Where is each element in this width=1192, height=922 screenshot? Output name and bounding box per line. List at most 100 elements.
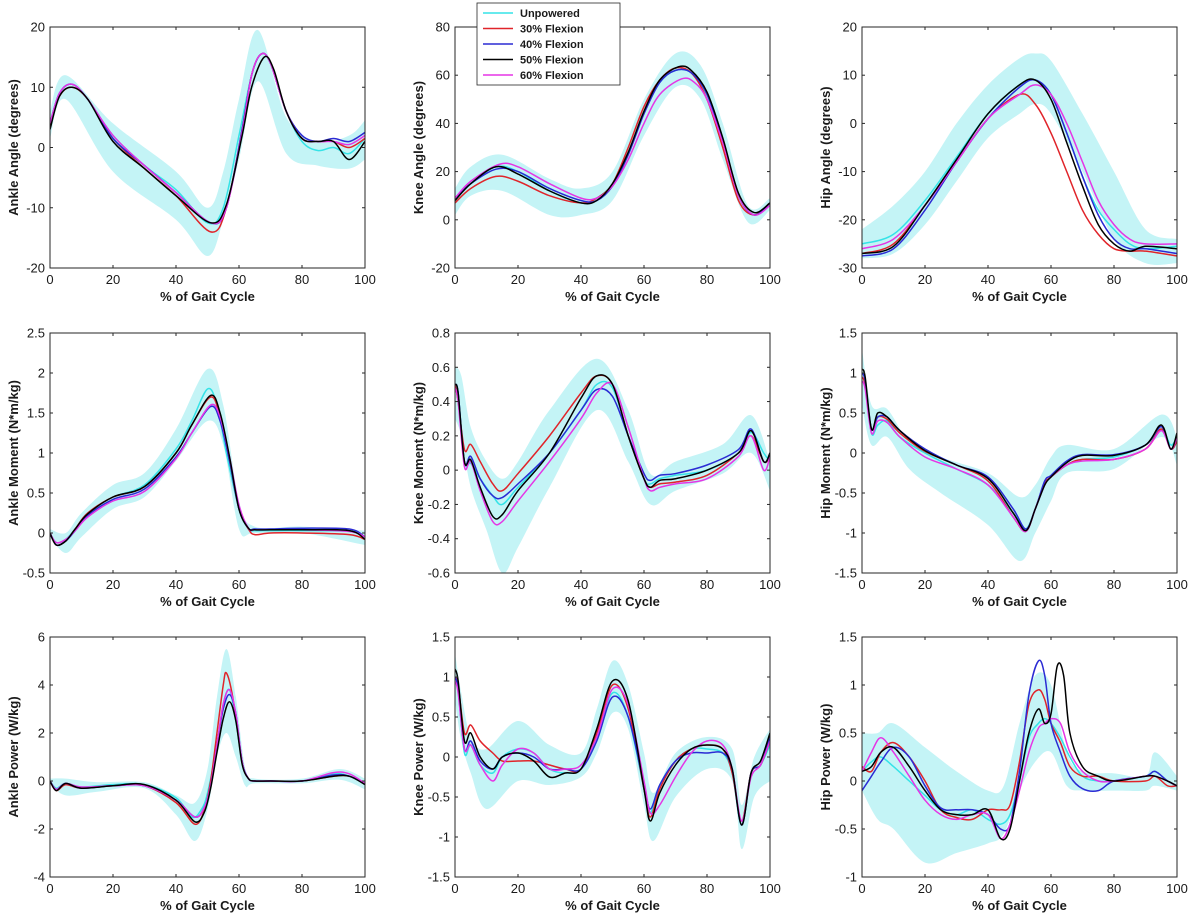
y-tick-label: 0.8 — [432, 326, 450, 341]
y-tick-label: 20 — [843, 20, 857, 35]
y-tick-label: 0.4 — [432, 394, 450, 409]
x-tick-label: 0 — [46, 577, 53, 592]
axes-box — [454, 332, 771, 574]
x-tick-label: 20 — [106, 272, 120, 287]
variability-band — [455, 358, 770, 573]
x-tick-label: 0 — [858, 881, 865, 896]
x-tick-label: 60 — [232, 577, 246, 592]
y-tick-label: 1.5 — [839, 630, 857, 645]
x-tick-label: 60 — [1044, 881, 1058, 896]
x-tick-label: 80 — [1107, 577, 1121, 592]
y-tick-label: -1 — [438, 830, 450, 845]
series-line-50-flexion — [862, 662, 1177, 841]
series-line-60-flexion — [50, 403, 365, 544]
x-axis-label: % of Gait Cycle — [972, 594, 1067, 609]
x-tick-label: 60 — [637, 272, 651, 287]
legend-label-unpowered: Unpowered — [520, 8, 580, 20]
x-tick-label: 40 — [169, 577, 183, 592]
x-tick-label: 80 — [700, 577, 714, 592]
variability-band — [50, 649, 365, 842]
x-axis-label: % of Gait Cycle — [160, 898, 255, 913]
series-line-50-flexion — [455, 65, 770, 214]
x-axis-label: % of Gait Cycle — [565, 289, 660, 304]
x-tick-label: 80 — [1107, 881, 1121, 896]
y-tick-label: 1 — [850, 678, 857, 693]
x-axis-label: % of Gait Cycle — [972, 289, 1067, 304]
x-tick-label: 20 — [106, 881, 120, 896]
y-axis-label: Knee Angle (degrees) — [411, 81, 426, 214]
panel-ankle-angle: 0 20 40 60 80 100 -20 -10 0 10 20 % of Gait Cycle An… — [6, 20, 376, 305]
y-tick-label: 0.6 — [432, 360, 450, 375]
y-tick-label: 1 — [443, 670, 450, 685]
x-tick-label: 0 — [451, 577, 458, 592]
y-axis-label: Hip Moment (N*m/kg) — [818, 387, 833, 518]
series-line-50-flexion — [455, 668, 770, 826]
series-line-50-flexion — [50, 55, 365, 224]
y-tick-label: -10 — [838, 164, 857, 179]
series-line-60-flexion — [50, 688, 365, 818]
variability-band — [50, 29, 365, 256]
x-tick-label: 20 — [106, 577, 120, 592]
y-tick-label: -0.5 — [835, 822, 857, 837]
x-tick-label: 40 — [981, 272, 995, 287]
axes-box — [49, 636, 366, 878]
legend-label-40-flexion: 40% Flexion — [520, 39, 584, 51]
y-tick-label: 0 — [850, 446, 857, 461]
axes-box — [861, 636, 1178, 878]
legend-label-30-flexion: 30% Flexion — [520, 24, 584, 36]
x-tick-label: 40 — [981, 577, 995, 592]
x-tick-label: 0 — [46, 272, 53, 287]
y-tick-label: 4 — [38, 678, 45, 693]
y-tick-label: 0 — [443, 463, 450, 478]
panel-ankle-power: 0 20 40 60 80 100 -4 -2 0 2 4 6 % of Gait Cycle Ankle… — [6, 630, 376, 914]
y-tick-label: -1.5 — [428, 870, 450, 885]
x-tick-label: 20 — [511, 272, 525, 287]
panel-hip-moment: 0 20 40 60 80 100 -1.5 -1 -0.5 0 0.5 1 1.5 % of Gait … — [818, 326, 1188, 610]
y-tick-label: 1.5 — [432, 630, 450, 645]
series-line-50-flexion — [862, 368, 1177, 532]
x-tick-label: 60 — [637, 881, 651, 896]
y-tick-label: -10 — [26, 200, 45, 215]
y-axis-label: Knee Moment (N*m/kg) — [411, 382, 426, 524]
y-tick-label: 0 — [38, 140, 45, 155]
y-axis-label: Ankle Power (W/kg) — [6, 696, 21, 817]
y-tick-label: 60 — [436, 68, 450, 83]
x-tick-label: 60 — [637, 577, 651, 592]
y-tick-label: 1 — [38, 446, 45, 461]
y-tick-label: 0.2 — [432, 428, 450, 443]
y-tick-label: 2.5 — [27, 326, 45, 341]
series-line-60-flexion — [862, 380, 1177, 533]
x-tick-label: 0 — [858, 577, 865, 592]
y-tick-label: -0.6 — [428, 566, 450, 581]
legend-label-60-flexion: 60% Flexion — [520, 70, 584, 82]
x-tick-label: 40 — [574, 272, 588, 287]
x-tick-label: 100 — [1166, 881, 1188, 896]
panel-knee-moment: 0 20 40 60 80 100 -0.6 -0.4 -0.2 0 0.2 0.4 0.6 0.8 % o… — [411, 326, 781, 610]
x-tick-label: 80 — [295, 272, 309, 287]
y-axis-label: Ankle Angle (degrees) — [6, 79, 21, 216]
x-tick-label: 20 — [918, 272, 932, 287]
panel-knee-power: 0 20 40 60 80 100 -1.5 -1 -0.5 0 0.5 1 1.5 % of Gait … — [411, 630, 781, 914]
y-tick-label: 0 — [443, 212, 450, 227]
series-line-40-flexion — [50, 405, 365, 547]
x-tick-label: 40 — [169, 272, 183, 287]
x-tick-label: 100 — [1166, 577, 1188, 592]
x-tick-label: 40 — [981, 881, 995, 896]
y-tick-label: -30 — [838, 261, 857, 276]
x-axis-label: % of Gait Cycle — [160, 289, 255, 304]
y-tick-label: -0.5 — [835, 486, 857, 501]
y-tick-label: 80 — [436, 20, 450, 35]
y-tick-label: 40 — [436, 116, 450, 131]
y-tick-label: 10 — [31, 80, 45, 95]
x-tick-label: 40 — [574, 881, 588, 896]
y-tick-label: -1 — [845, 526, 857, 541]
y-tick-label: -1 — [845, 870, 857, 885]
y-tick-label: 0.5 — [27, 486, 45, 501]
y-tick-label: -20 — [838, 212, 857, 227]
series-line-30-flexion — [455, 66, 770, 216]
panel-hip-angle: 0 20 40 60 80 100 -30 -20 -10 0 10 20 % of Gait Cycl… — [818, 20, 1188, 305]
y-tick-label: 1.5 — [27, 406, 45, 421]
y-tick-label: 1.5 — [839, 326, 857, 341]
